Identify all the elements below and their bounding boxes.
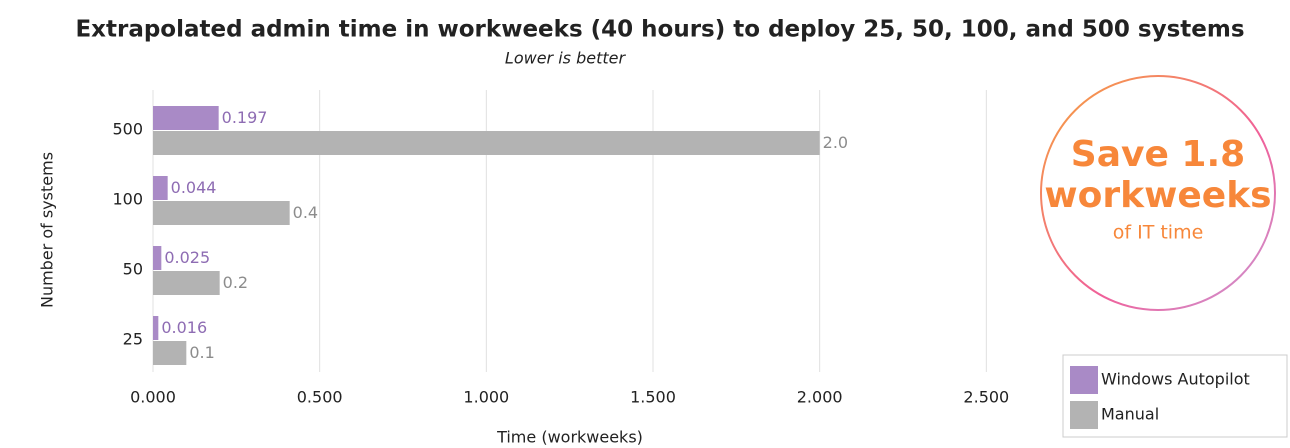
x-tick-label: 2.000	[797, 388, 843, 407]
value-label: 0.4	[293, 203, 318, 222]
x-tick-label: 2.500	[963, 388, 1009, 407]
value-label: 0.025	[164, 248, 210, 267]
x-tick-label: 0.000	[130, 388, 176, 407]
x-axis-title: Time (workweeks)	[496, 428, 643, 447]
annotation-note: of IT time	[1113, 222, 1204, 244]
bar	[153, 106, 219, 130]
annotation-circle	[1040, 75, 1276, 311]
y-tick-label: 50	[123, 260, 143, 279]
value-label: 0.016	[161, 318, 207, 337]
annotation: Save 1.8 workweeks of IT time	[1040, 75, 1276, 311]
annotation-unit: workweeks	[1044, 175, 1271, 216]
bar	[153, 341, 187, 365]
annotation-headline: Save 1.8	[1071, 134, 1245, 175]
y-tick-label: 100	[112, 190, 143, 209]
bar	[153, 246, 162, 270]
x-tick-label: 0.500	[297, 388, 343, 407]
legend-swatch	[1070, 401, 1098, 429]
x-tick-label: 1.500	[630, 388, 676, 407]
legend-label: Manual	[1101, 405, 1159, 424]
bar	[153, 201, 290, 225]
bar	[153, 316, 159, 340]
value-label: 2.0	[823, 133, 848, 152]
chart-subtitle: Lower is better	[505, 49, 627, 68]
value-label: 0.1	[189, 343, 214, 362]
bar	[153, 176, 168, 200]
y-tick-label: 500	[112, 120, 143, 139]
value-label: 0.2	[223, 273, 248, 292]
bar	[153, 271, 220, 295]
value-label: 0.044	[171, 178, 217, 197]
x-tick-label: 1.000	[463, 388, 509, 407]
y-axis-title: Number of systems	[38, 152, 57, 308]
legend-swatch	[1070, 366, 1098, 394]
legend-box	[1062, 354, 1288, 438]
y-tick-label: 25	[123, 330, 143, 349]
value-label: 0.197	[222, 108, 268, 127]
chart-title: Extrapolated admin time in workweeks (40…	[75, 17, 1244, 43]
bar	[153, 131, 820, 155]
legend-label: Windows Autopilot	[1101, 370, 1250, 389]
